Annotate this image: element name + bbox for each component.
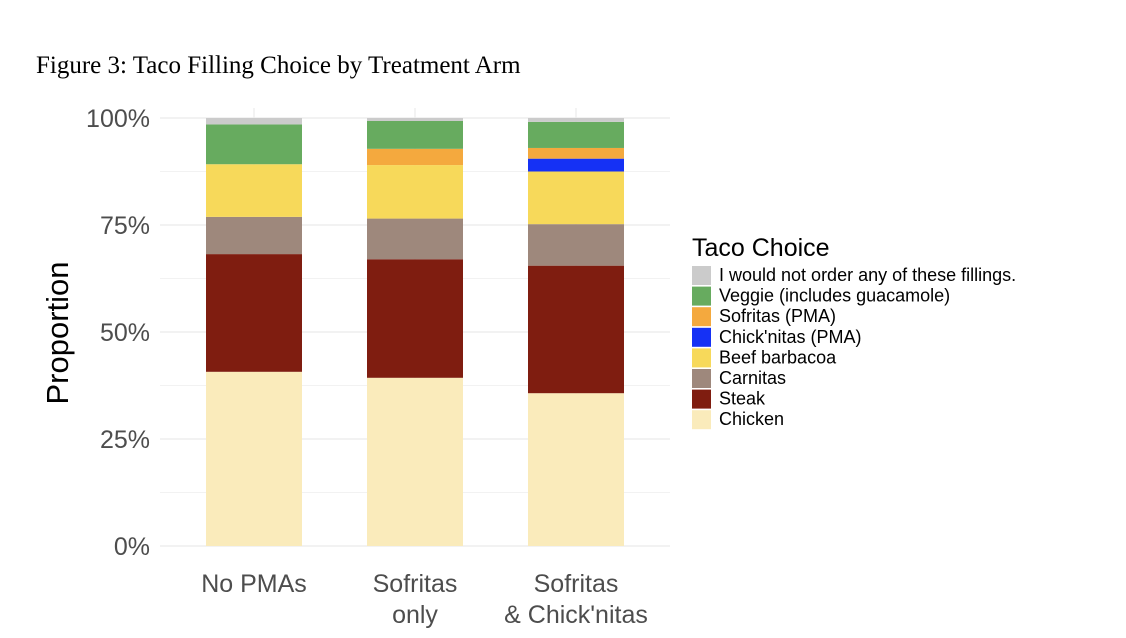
bar-segment-sofritas-pma	[367, 148, 463, 166]
bar-segment-steak	[367, 259, 463, 378]
x-tick-label: No PMAs	[201, 570, 307, 598]
legend-key-sofritas-pma	[692, 307, 711, 327]
y-tick-label: 100%	[86, 105, 150, 133]
bar-segment-carnitas	[206, 216, 302, 255]
bar-segment-beef-barbacoa	[206, 164, 302, 217]
legend-title: Taco Choice	[692, 234, 830, 262]
bar-segment-veggie-includes-guacamole	[528, 121, 624, 148]
y-axis-ticks: 0% 25% 50% 75% 100%	[86, 105, 150, 561]
bar-segment-chick-nitas-pma	[528, 158, 624, 172]
x-tick-label: Sofritas only	[373, 570, 458, 629]
y-tick-label: 50%	[100, 319, 150, 347]
bar-segment-veggie-includes-guacamole	[206, 124, 302, 165]
bar-segment-steak	[528, 265, 624, 394]
legend-key-chicken	[692, 410, 711, 430]
legend-label: Beef barbacoa	[719, 347, 837, 367]
legend-key-carnitas	[692, 369, 711, 388]
legend-key-beef-barbacoa	[692, 348, 711, 368]
bar-segment-i-would-not-order-any-of-these-fillings	[528, 118, 624, 122]
legend-label: Chicken	[719, 409, 784, 429]
legend-key-steak	[692, 389, 711, 409]
bar-segment-veggie-includes-guacamole	[367, 120, 463, 149]
legend-label: Chick'nitas (PMA)	[719, 327, 861, 347]
x-tick-label: Sofritas & Chick'nitas	[504, 570, 648, 629]
legend-key-i-would-not-order-any-of-these-fillings	[692, 266, 711, 285]
bar-segment-chicken	[206, 371, 302, 546]
legend-label: I would not order any of these fillings.	[719, 265, 1016, 285]
bar-segment-carnitas	[528, 224, 624, 266]
legend-label: Steak	[719, 389, 766, 409]
bar-segment-chicken	[528, 393, 624, 546]
legend-label: Veggie (includes guacamole)	[719, 286, 950, 306]
bar-segment-i-would-not-order-any-of-these-fillings	[206, 118, 302, 125]
legend-key-veggie-includes-guacamole	[692, 286, 711, 306]
y-tick-label: 25%	[100, 426, 150, 454]
legend-key-chick-nitas-pma	[692, 327, 711, 347]
bar-segment-beef-barbacoa	[528, 171, 624, 225]
x-axis-ticks: No PMAs Sofritas only Sofritas & Chick'nitas	[201, 570, 648, 629]
bars	[206, 118, 624, 546]
legend: Taco Choice I would not order any of the…	[692, 234, 1016, 430]
y-tick-label: 75%	[100, 212, 150, 240]
y-tick-label: 0%	[114, 533, 150, 561]
y-axis-label: Proportion	[40, 261, 75, 404]
bar-segment-sofritas-pma	[528, 147, 624, 159]
legend-label: Sofritas (PMA)	[719, 306, 836, 326]
bar-segment-carnitas	[367, 218, 463, 260]
bar-segment-steak	[206, 254, 302, 372]
bar-segment-beef-barbacoa	[367, 165, 463, 219]
bar-segment-chicken	[367, 377, 463, 546]
figure-title: Figure 3: Taco Filling Choice by Treatme…	[36, 52, 521, 79]
bar-segment-i-would-not-order-any-of-these-fillings	[367, 118, 463, 121]
legend-label: Carnitas	[719, 368, 786, 388]
